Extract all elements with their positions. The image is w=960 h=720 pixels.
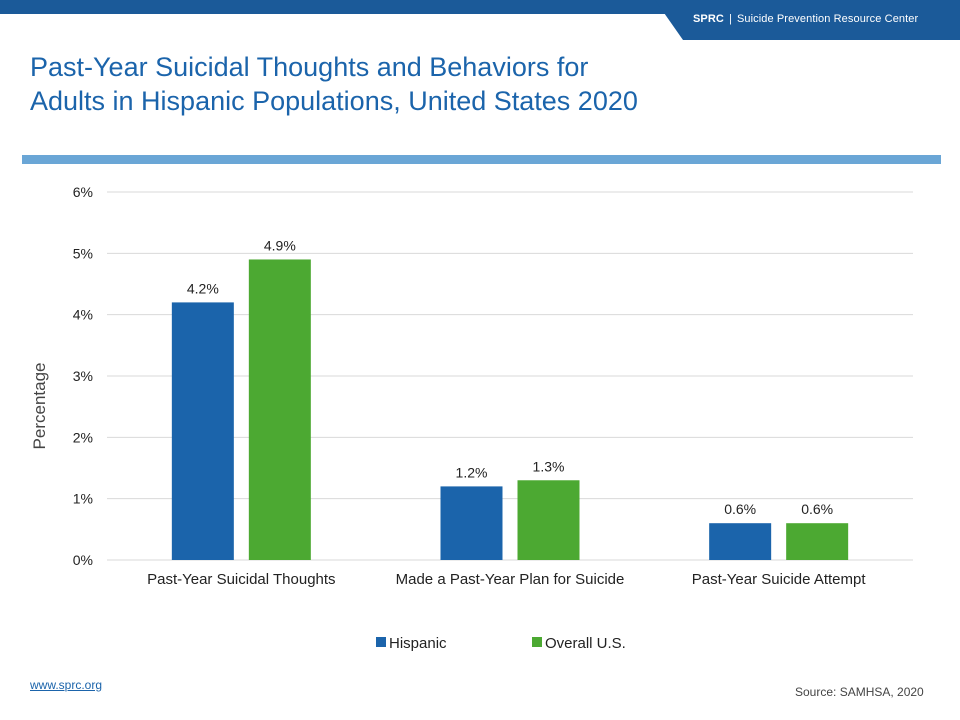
bar-data-label: 1.2% — [456, 464, 488, 480]
legend-swatch — [532, 637, 542, 647]
x-tick-label: Made a Past-Year Plan for Suicide — [396, 571, 625, 588]
bar — [517, 480, 580, 560]
bar-data-label: 4.9% — [264, 237, 296, 253]
bar-data-label: 4.2% — [187, 280, 219, 296]
bar — [709, 523, 772, 560]
title-rule — [22, 155, 941, 164]
y-tick-label: 1% — [73, 491, 93, 507]
legend-swatch — [376, 637, 386, 647]
bar-data-label: 0.6% — [801, 501, 833, 517]
x-tick-label: Past-Year Suicide Attempt — [692, 571, 867, 588]
y-tick-label: 2% — [73, 429, 93, 445]
header-org-full: Suicide Prevention Resource Center — [736, 13, 919, 25]
y-tick-label: 3% — [73, 368, 93, 384]
bar — [248, 259, 311, 560]
header-org: SPRC — [693, 13, 724, 25]
header-text: SPRC | Suicide Prevention Resource Center — [693, 13, 918, 25]
bar-data-label: 1.3% — [533, 458, 565, 474]
bar — [171, 302, 234, 560]
y-tick-label: 5% — [73, 245, 93, 261]
y-tick-label: 4% — [73, 307, 93, 323]
title-line-2: Adults in Hispanic Populations, United S… — [30, 86, 638, 116]
legend-label: Overall U.S. — [545, 635, 626, 652]
x-tick-label: Past-Year Suicidal Thoughts — [147, 571, 335, 588]
bar — [786, 523, 849, 560]
source-note: Source: SAMHSA, 2020 — [795, 685, 924, 699]
y-tick-label: 0% — [73, 552, 93, 568]
bar-data-label: 0.6% — [724, 501, 756, 517]
website-link[interactable]: www.sprc.org — [30, 678, 103, 692]
page-title: Past-Year Suicidal Thoughts and Behavior… — [30, 50, 750, 118]
title-line-1: Past-Year Suicidal Thoughts and Behavior… — [30, 52, 589, 82]
legend-label: Hispanic — [389, 635, 447, 652]
bar — [440, 486, 503, 560]
header-banner — [655, 0, 960, 40]
header-separator: | — [728, 13, 732, 25]
y-axis-title: Percentage — [30, 363, 49, 450]
y-tick-label: 6% — [73, 184, 93, 200]
